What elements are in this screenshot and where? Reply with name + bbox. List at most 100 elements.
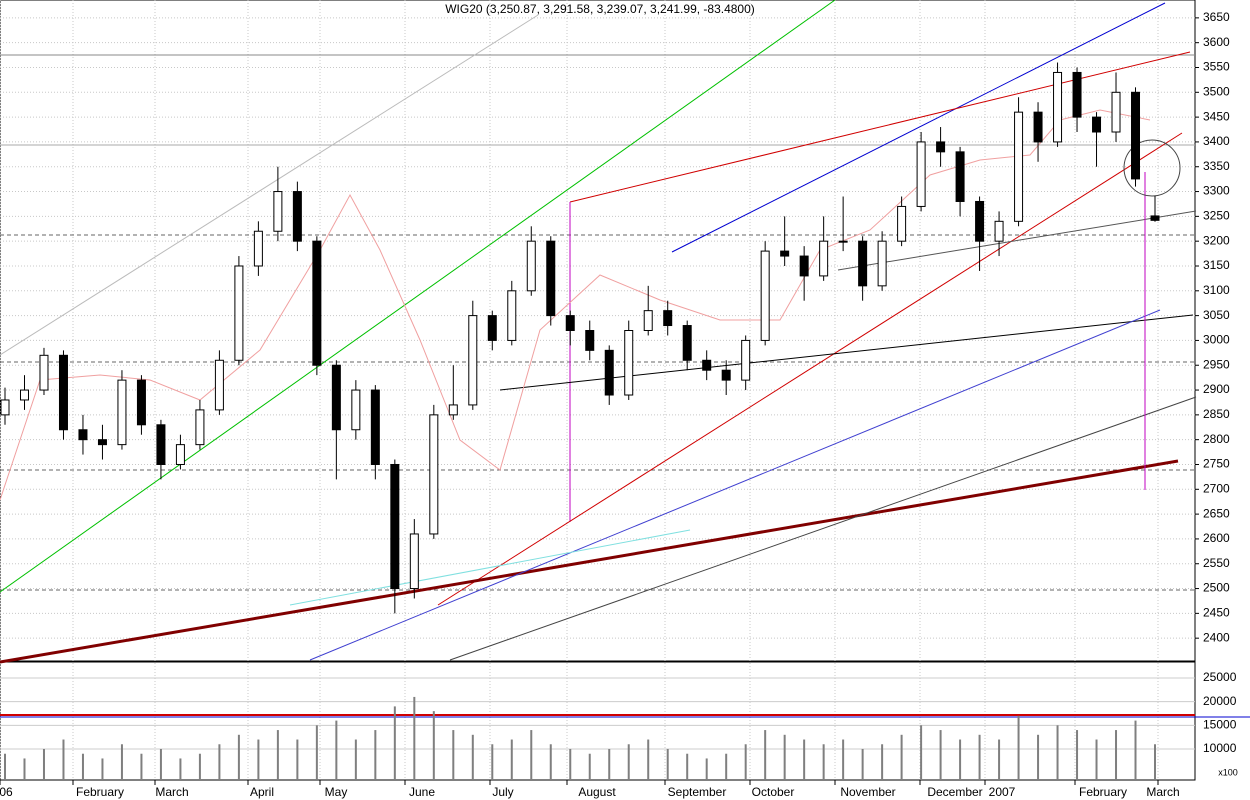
- volume-bar: [822, 744, 825, 780]
- candle-body: [1131, 91, 1141, 180]
- chart-title: WIG20 (3,250.87, 3,291.58, 3,239.07, 3,2…: [445, 2, 755, 16]
- candle-body: [663, 310, 673, 327]
- candle-body: [858, 240, 868, 287]
- y-tick-label: 3350: [1203, 159, 1230, 173]
- x-tick-label: September: [668, 785, 727, 799]
- volume-bar: [608, 748, 611, 780]
- volume-bar: [179, 758, 182, 780]
- candle-body: [585, 330, 595, 351]
- trendline: [0, 459, 1179, 664]
- volume-bar: [1017, 715, 1020, 780]
- volume-bar: [374, 730, 377, 780]
- candle-body: [1014, 111, 1024, 222]
- volume-bar: [803, 739, 806, 780]
- volume-bar: [23, 758, 26, 780]
- trendline: [289, 529, 691, 606]
- x-tick-label: February: [1079, 785, 1127, 799]
- candle-body: [897, 205, 907, 242]
- volume-bar: [1076, 730, 1079, 780]
- volume-bar: [647, 739, 650, 780]
- volume-bar: [62, 739, 65, 780]
- x-tick-label: August: [578, 785, 616, 799]
- volume-bar: [120, 744, 123, 780]
- volume-bar: [218, 744, 221, 780]
- volume-bar: [1154, 744, 1156, 780]
- volume-bar: [900, 734, 903, 780]
- volume-unit: x100: [1218, 767, 1238, 777]
- volume-bar: [510, 739, 513, 780]
- trendline: [0, 0, 836, 593]
- y-tick-label: 2450: [1203, 606, 1230, 620]
- candle-body: [97, 439, 107, 446]
- volume-bar: [354, 739, 357, 780]
- volume-bar: [744, 744, 747, 780]
- candle-body: [877, 240, 887, 287]
- volume-bar: [1037, 734, 1040, 780]
- volume-bar: [978, 734, 981, 780]
- candle-body: [409, 533, 419, 590]
- volume-bar: [276, 730, 279, 780]
- candle-body: [819, 240, 829, 277]
- candle-body: [175, 444, 185, 465]
- candle-body: [1072, 71, 1082, 118]
- candle-body: [487, 315, 497, 341]
- y-tick-label: 2500: [1203, 581, 1230, 595]
- candle-body: [253, 230, 263, 267]
- volume-bar: [1115, 730, 1118, 780]
- volume-bar: [393, 706, 396, 780]
- candle-body: [916, 141, 926, 207]
- y-tick-label: 3450: [1203, 109, 1230, 123]
- candle-body: [136, 379, 146, 426]
- candle-body: [0, 399, 10, 416]
- y-tick-label: 3550: [1203, 60, 1230, 74]
- candle-body: [526, 240, 536, 292]
- volume-bar: [939, 730, 942, 780]
- x-tick-label: February: [76, 785, 124, 799]
- y-tick-label: 15000: [1203, 718, 1237, 732]
- x-tick-label: October: [752, 785, 795, 799]
- volume-bar: [257, 739, 260, 780]
- candle-body: [448, 404, 458, 416]
- candle-body: [331, 364, 341, 431]
- candle-body: [370, 389, 380, 465]
- volume-bar: [159, 748, 162, 780]
- volume-bar: [998, 739, 1001, 780]
- trendline: [0, 14, 539, 356]
- candle-body: [19, 389, 29, 401]
- candle-body: [624, 330, 634, 396]
- y-tick-label: 3300: [1203, 184, 1230, 198]
- y-tick-label: 3100: [1203, 283, 1230, 297]
- candle-body: [741, 339, 751, 381]
- candle-body: [156, 424, 166, 465]
- y-tick-label: 2950: [1203, 357, 1230, 371]
- volume-panel: [0, 661, 1196, 781]
- volume-bar: [783, 734, 786, 780]
- x-tick-label: July: [492, 785, 513, 799]
- x-tick-label: 2007: [989, 785, 1016, 799]
- volume-bar: [432, 711, 435, 780]
- volume-bar: [881, 744, 884, 780]
- y-tick-label: 2600: [1203, 531, 1230, 545]
- candle-body: [58, 354, 68, 431]
- candle-body: [351, 389, 361, 431]
- candle-body: [838, 240, 848, 243]
- volume-bar: [764, 730, 767, 780]
- candle-body: [39, 354, 49, 391]
- volume-bar: [725, 753, 728, 780]
- candle-body: [1150, 215, 1160, 221]
- volume-bar: [1095, 739, 1098, 780]
- x-tick-label: May: [325, 785, 348, 799]
- candles: [0, 62, 1160, 780]
- candle-body: [78, 429, 88, 441]
- y-tick-label: 3400: [1203, 134, 1230, 148]
- trendline: [837, 210, 1197, 271]
- y-tick-label: 25000: [1203, 670, 1237, 684]
- candle-body: [955, 151, 965, 202]
- y-tick-label: 3500: [1203, 84, 1230, 98]
- candle-body: [643, 310, 653, 331]
- candle-body: [682, 325, 692, 361]
- y-tick-label: 3650: [1203, 10, 1230, 24]
- candle-body: [565, 315, 575, 331]
- volume-bar: [1134, 720, 1137, 780]
